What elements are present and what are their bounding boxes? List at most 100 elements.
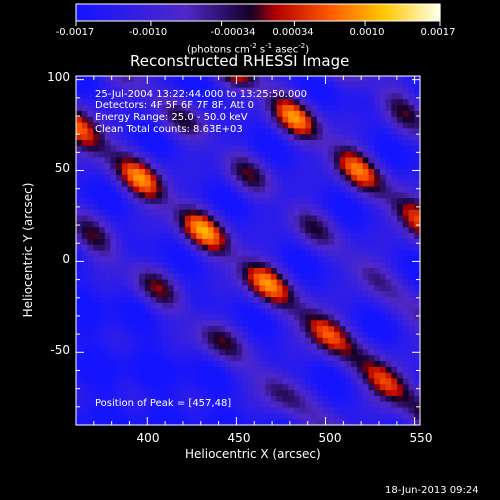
heatmap-cell — [339, 262, 347, 269]
heatmap-cell — [116, 110, 123, 118]
heatmap-cell — [402, 355, 410, 362]
heatmap-cell — [127, 87, 134, 95]
heatmap-cell — [259, 221, 266, 228]
heatmap-cell — [328, 81, 335, 89]
heatmap-cell — [230, 139, 238, 147]
heatmap-cell — [334, 326, 341, 333]
heatmap-cell — [391, 134, 398, 141]
heatmap-cell — [225, 308, 232, 316]
heatmap-cell — [133, 419, 140, 426]
heatmap-cell — [374, 413, 381, 420]
heatmap-cell — [87, 256, 94, 263]
heatmap-cell — [299, 209, 306, 217]
heatmap-cell — [184, 151, 192, 159]
heatmap-cell — [236, 302, 243, 310]
heatmap-cell — [368, 105, 375, 112]
heatmap-cell — [328, 314, 335, 321]
heatmap-cell — [87, 372, 94, 380]
heatmap-cell — [339, 285, 347, 292]
heatmap-cell — [219, 366, 226, 374]
heatmap-cell — [270, 233, 278, 240]
heatmap-cell — [173, 302, 180, 310]
heatmap-cell — [184, 128, 192, 135]
heatmap-cell — [305, 285, 312, 292]
heatmap-cell — [81, 314, 89, 321]
heatmap-cell — [242, 134, 249, 141]
heatmap-cell — [351, 401, 358, 409]
heatmap-cell — [391, 390, 398, 397]
heatmap-cell — [219, 244, 226, 252]
heatmap-cell — [276, 372, 283, 380]
heatmap-cell — [259, 419, 266, 426]
heatmap-cell — [305, 308, 312, 316]
heatmap-cell — [219, 395, 226, 403]
heatmap-cell — [339, 302, 347, 310]
heatmap-cell — [104, 215, 111, 223]
heatmap-cell — [265, 291, 272, 298]
heatmap-cell — [265, 419, 272, 426]
heatmap-cell — [339, 145, 347, 153]
heatmap-cell — [87, 233, 94, 240]
heatmap-cell — [225, 128, 232, 135]
heatmap-cell — [213, 151, 220, 159]
heatmap-cell — [328, 227, 335, 234]
heatmap-cell — [270, 87, 278, 95]
heatmap-cell — [402, 326, 410, 333]
heatmap-cell — [322, 361, 329, 368]
heatmap-cell — [385, 134, 392, 141]
heatmap-cell — [385, 395, 392, 403]
heatmap-cell — [184, 81, 192, 89]
heatmap-cell — [311, 279, 318, 286]
heatmap-cell — [236, 215, 243, 223]
heatmap-cell — [311, 308, 318, 316]
heatmap-cell — [173, 116, 180, 124]
heatmap-cell — [127, 413, 134, 420]
colorbar-tick-label: -0.0017 — [55, 27, 95, 38]
heatmap-cell — [385, 279, 392, 286]
heatmap-cell — [288, 169, 295, 176]
heatmap-cell — [98, 256, 106, 263]
heatmap-cell — [116, 128, 123, 135]
heatmap-cell — [207, 279, 215, 286]
heatmap-cell — [362, 355, 369, 362]
heatmap-cell — [311, 291, 318, 298]
heatmap-cell — [368, 256, 375, 263]
heatmap-cell — [104, 326, 111, 333]
heatmap-cell — [362, 87, 369, 95]
heatmap-cell — [374, 76, 381, 83]
heatmap-cell — [144, 134, 152, 141]
heatmap-cell — [288, 401, 295, 409]
heatmap-cell — [207, 233, 215, 240]
colorbar-segment — [212, 4, 217, 21]
heatmap-cell — [293, 233, 301, 240]
heatmap-cell — [139, 122, 146, 129]
heatmap-cell — [397, 343, 404, 350]
heatmap-cell — [265, 262, 272, 269]
heatmap-cell — [391, 233, 398, 240]
heatmap-cell — [202, 105, 209, 112]
heatmap-cell — [87, 302, 94, 310]
heatmap-cell — [133, 384, 140, 391]
heatmap-cell — [242, 291, 249, 298]
heatmap-cell — [402, 302, 410, 310]
heatmap-cell — [127, 209, 134, 217]
heatmap-cell — [385, 192, 392, 199]
heatmap-cell — [196, 116, 203, 124]
heatmap-cell — [98, 128, 106, 135]
heatmap-cell — [162, 366, 169, 374]
heatmap-cell — [144, 285, 152, 292]
heatmap-cell — [93, 233, 100, 240]
heatmap-cell — [196, 256, 203, 263]
heatmap-cell — [414, 378, 421, 385]
heatmap-cell — [356, 413, 364, 420]
heatmap-cell — [139, 145, 146, 153]
heatmap-cell — [316, 163, 324, 170]
heatmap-cell — [379, 81, 387, 89]
heatmap-cell — [230, 384, 238, 391]
heatmap-cell — [167, 314, 175, 321]
heatmap-cell — [202, 279, 209, 286]
heatmap-cell — [144, 349, 152, 356]
heatmap-cell — [288, 180, 295, 188]
heatmap-cell — [139, 407, 146, 414]
heatmap-cell — [345, 302, 352, 310]
